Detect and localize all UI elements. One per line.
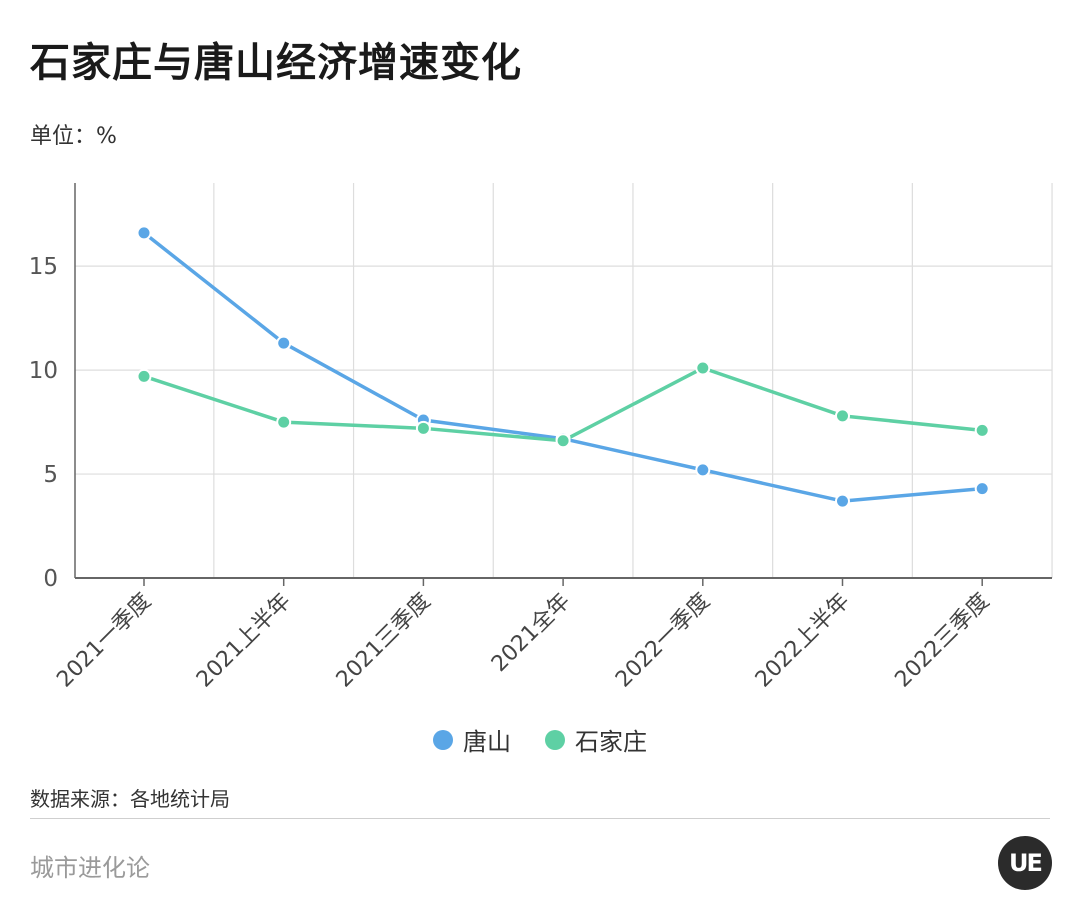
divider — [30, 818, 1050, 819]
x-tick-label: 2022一季度 — [611, 589, 715, 693]
data-point — [835, 493, 850, 509]
legend-label: 石家庄 — [575, 728, 647, 756]
unit-label: 单位：% — [30, 124, 117, 149]
brand-name: 城市进化论 — [30, 854, 150, 882]
y-tick-label: 10 — [29, 358, 58, 384]
x-tick-label: 2022上半年 — [751, 589, 855, 693]
logo-text: UE — [1009, 849, 1043, 877]
series-line-shijiazhuang — [142, 366, 984, 443]
chart-title: 石家庄与唐山经济增速变化 — [30, 40, 522, 86]
y-tick-label: 15 — [29, 254, 58, 280]
y-tick-label: 5 — [43, 462, 58, 488]
data-point — [276, 414, 292, 430]
x-tick-label: 2021上半年 — [192, 589, 296, 693]
data-point — [276, 335, 292, 351]
legend-item-tangshan[interactable]: 唐山 — [433, 722, 511, 757]
x-tick-label: 2021全年 — [487, 589, 575, 677]
x-tick-label: 2021一季度 — [52, 589, 156, 693]
legend-label: 唐山 — [463, 728, 511, 756]
data-point — [974, 481, 990, 497]
data-point — [835, 408, 850, 424]
data-point — [136, 368, 152, 384]
data-point — [555, 433, 571, 449]
series-line-tangshan — [142, 231, 984, 503]
legend-item-shijiazhuang[interactable]: 石家庄 — [545, 722, 647, 757]
x-tick-label: 2021三季度 — [332, 589, 436, 693]
legend: 唐山 石家庄 — [0, 722, 1080, 757]
data-source: 数据来源：各地统计局 — [30, 787, 230, 811]
data-point — [136, 225, 152, 241]
data-point — [415, 420, 431, 436]
x-tick-label: 2022三季度 — [890, 589, 994, 693]
data-point — [974, 422, 990, 438]
brand-logo: UE — [998, 836, 1052, 890]
y-tick-label: 0 — [43, 566, 58, 592]
legend-dot-icon — [433, 729, 453, 750]
data-point — [695, 462, 711, 478]
line-chart: 0 5 10 15 2021一季度 2021上半年 2021三季度 2021全年 2022一季度… — [29, 183, 1053, 693]
data-point — [695, 360, 711, 376]
legend-dot-icon — [545, 729, 565, 750]
